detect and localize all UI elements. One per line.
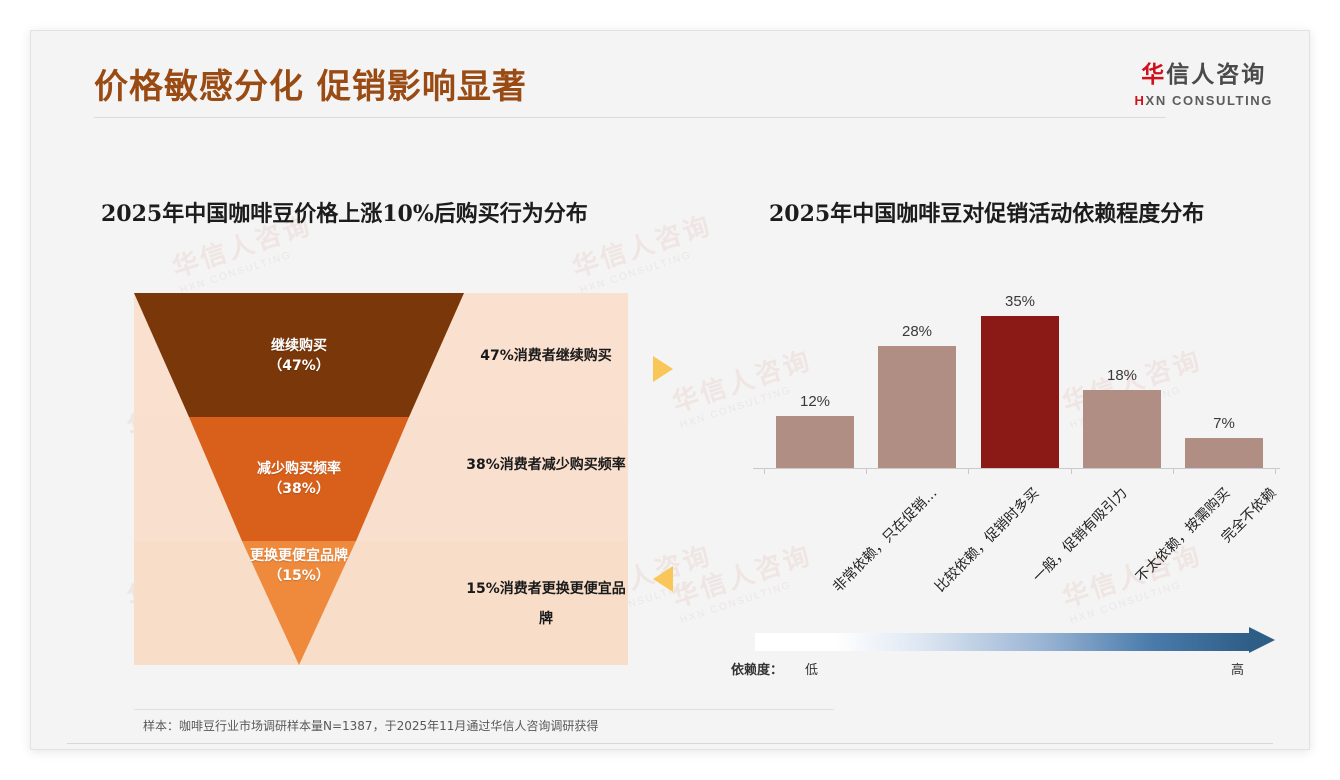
gradient-bar <box>755 633 1251 651</box>
bar-group-3[interactable]: 18% <box>1081 367 1163 468</box>
bar-value-label-2: 35% <box>1004 293 1036 310</box>
x-axis-label-1: 比较依赖，促销时多买 <box>932 485 1043 596</box>
bar-value-label-3: 18% <box>1106 367 1138 384</box>
page-title: 价格敏感分化 促销影响显著 <box>94 67 527 107</box>
funnel-band <box>134 541 628 665</box>
axis-tick <box>1173 469 1174 474</box>
footnote-divider <box>134 709 834 710</box>
bar-value-label-4: 7% <box>1213 415 1235 432</box>
brand-logo: 华信人咨询 HXN CONSULTING <box>1135 55 1273 108</box>
dependency-bar-chart: 12% 28% 35% 18% 7% <box>731 281 1291 481</box>
bar-group-4[interactable]: 7% <box>1183 415 1265 468</box>
play-right-triangle-icon <box>653 356 673 382</box>
logo-en-accent: H <box>1134 93 1146 108</box>
slide-header: 价格敏感分化 促销影响显著 华信人咨询 HXN CONSULTING <box>31 31 1309 123</box>
watermark: 华信人咨询 HXN CONSULTING <box>1058 539 1206 627</box>
logo-english: HXN CONSULTING <box>1135 93 1273 108</box>
funnel-shape <box>134 293 464 665</box>
bar-2-highlighted[interactable] <box>981 316 1059 468</box>
bar-group-1[interactable]: 28% <box>876 323 958 468</box>
right-chart-title: 2025年中国咖啡豆对促销活动依赖程度分布 <box>769 201 1205 227</box>
legend-high-label: 高 <box>1231 663 1245 678</box>
gradient-arrow-head-icon <box>1249 627 1275 653</box>
logo-en-rest: XN CONSULTING <box>1145 93 1273 108</box>
axis-tick <box>1275 469 1276 474</box>
axis-tick <box>866 469 867 474</box>
bar-chart-axis-line <box>753 468 1280 469</box>
funnel-side-label-2: 15%消费者更换更便宜品牌 <box>466 581 626 627</box>
logo-chinese-rest: 信人咨询 <box>1166 61 1267 87</box>
bar-value-label-1: 28% <box>901 323 933 340</box>
footer-divider <box>67 743 1273 744</box>
watermark: 华信人咨询 HXN CONSULTING <box>668 539 816 627</box>
bar-value-label-0: 12% <box>799 393 831 410</box>
bar-4[interactable] <box>1185 438 1263 468</box>
bar-1[interactable] <box>878 346 956 468</box>
logo-accent-char: 华 <box>1141 61 1167 87</box>
footnote-text: 样本：咖啡豆行业市场调研样本量N=1387，于2025年11月通过华信人咨询调研… <box>143 719 599 733</box>
bar-group-0[interactable]: 12% <box>774 393 856 468</box>
funnel-side-label-1: 38%消费者减少购买频率 <box>466 457 626 473</box>
legend-title: 依赖度： <box>731 663 784 678</box>
bar-0[interactable] <box>776 416 854 468</box>
play-left-triangle-icon <box>653 566 673 592</box>
legend-low-label: 低 <box>805 663 819 678</box>
x-axis-label-0: 非常依赖，只在促销… <box>830 485 941 596</box>
x-axis-label-2: 一般，促销有吸引力 <box>1030 485 1131 586</box>
funnel-side-label-0: 47%消费者继续购买 <box>480 348 612 364</box>
left-chart-title: 2025年中国咖啡豆价格上涨10%后购买行为分布 <box>101 201 588 227</box>
bar-group-2[interactable]: 35% <box>979 293 1061 468</box>
axis-tick <box>764 469 765 474</box>
axis-tick <box>1071 469 1072 474</box>
funnel-chart: 继续购买 （47%） 减少购买频率 （38%） 更换更便宜品牌 （15%） 47… <box>134 293 628 665</box>
axis-tick <box>968 469 969 474</box>
bar-3[interactable] <box>1083 390 1161 468</box>
logo-chinese: 华信人咨询 <box>1135 55 1273 89</box>
dependency-gradient-legend: 依赖度： 低 高 <box>731 627 1291 687</box>
header-divider <box>94 117 1166 118</box>
slide-canvas: 华信人咨询 HXN CONSULTING 华信人咨询 HXN CONSULTIN… <box>30 30 1310 750</box>
watermark: 华信人咨询 HXN CONSULTING <box>568 209 716 297</box>
